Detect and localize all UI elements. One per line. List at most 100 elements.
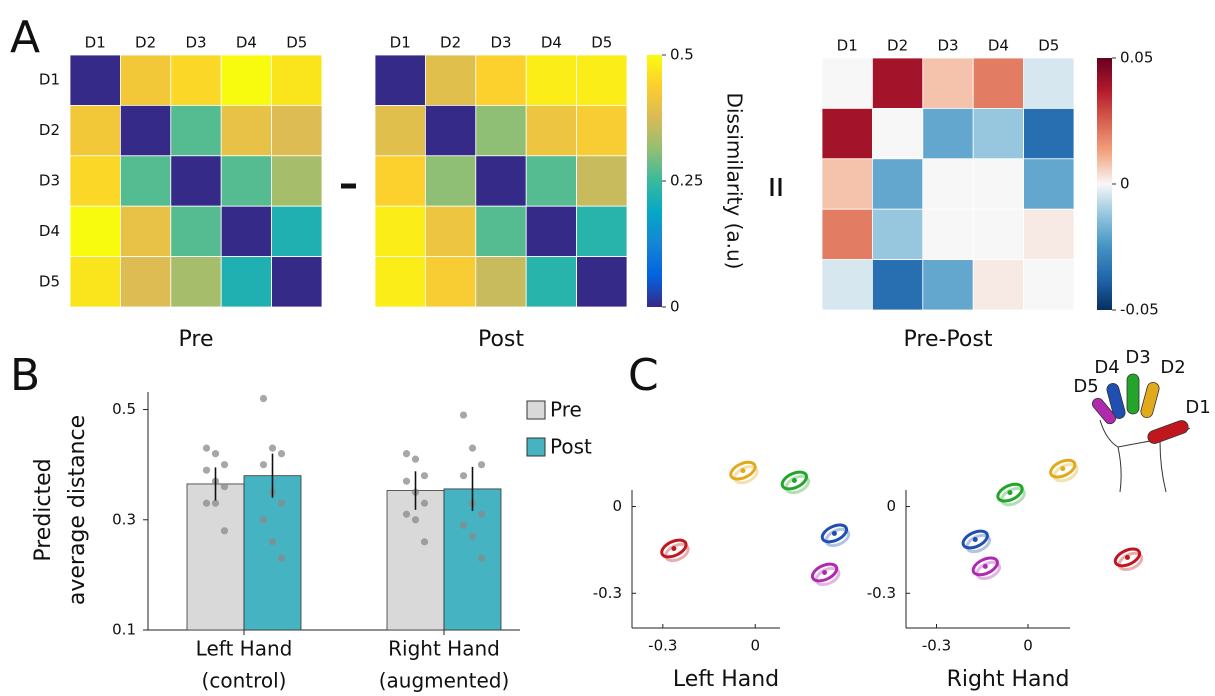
heatmap-cell	[973, 159, 1023, 209]
data-point	[412, 456, 419, 463]
y-tick-label: 0.5	[112, 400, 136, 418]
column-label: D3	[185, 34, 206, 52]
x-tick-label: Left Hand	[196, 637, 293, 661]
column-label: D5	[1038, 37, 1059, 55]
data-point	[221, 527, 228, 534]
heatmap-cell	[1024, 209, 1074, 259]
data-point	[203, 467, 210, 474]
x-tick-label: -0.3	[648, 637, 677, 655]
data-point	[403, 511, 410, 518]
heatmap-title: Post	[478, 327, 524, 352]
data-point	[421, 500, 428, 507]
data-point	[421, 472, 428, 479]
data-point	[469, 445, 476, 452]
heatmap-cell	[872, 159, 922, 209]
point	[1125, 555, 1130, 560]
y-axis-label: Predicted	[31, 458, 56, 561]
data-point	[260, 461, 267, 468]
data-point	[403, 478, 410, 485]
digit-label: D5	[1073, 376, 1098, 397]
legend-label: Post	[550, 435, 592, 459]
colorbar-label: Dissimilarity (a.u)	[723, 93, 747, 270]
heatmap-cell	[120, 105, 170, 155]
heatmap-cell	[923, 209, 973, 259]
colorbar-tick-label: 0.25	[670, 172, 703, 190]
heatmap-cell	[822, 260, 872, 310]
heatmap-cell	[822, 159, 872, 209]
point	[671, 546, 676, 551]
column-label: D3	[937, 37, 958, 55]
column-label: D3	[490, 34, 511, 52]
digit-label: D3	[1125, 347, 1150, 368]
x-axis-label: Right Hand	[947, 667, 1070, 692]
y-axis-label: average distance	[65, 415, 90, 605]
panel-label: A	[10, 12, 40, 63]
column-label: D2	[440, 34, 461, 52]
category-note: (control)	[202, 669, 287, 693]
data-point	[203, 445, 210, 452]
x-tick-label: 0	[750, 637, 760, 655]
heatmap-cell	[221, 156, 271, 206]
colorbar-tick-label: 0.5	[670, 46, 694, 64]
data-point	[403, 450, 410, 457]
colorbar	[1097, 58, 1112, 310]
row-label: D2	[39, 121, 60, 139]
heatmap-cell	[375, 257, 425, 307]
point	[740, 468, 745, 473]
heatmap-cell	[923, 108, 973, 158]
heatmap-cell	[476, 257, 526, 307]
y-tick-label: 0.3	[112, 510, 136, 528]
heatmap-cell	[872, 260, 922, 310]
row-label: D5	[39, 272, 60, 290]
y-tick-label: 0	[886, 497, 896, 515]
heatmap-cell	[70, 156, 120, 206]
data-point	[269, 445, 276, 452]
digit-label: D2	[1160, 357, 1185, 378]
heatmap-cell	[272, 156, 322, 206]
legend-swatch	[527, 438, 545, 456]
heatmap-cell	[923, 260, 973, 310]
data-point	[412, 516, 419, 523]
heatmap-cell	[822, 108, 872, 158]
colorbar-tick-label: -0.05	[1120, 301, 1159, 319]
x-tick-label: -0.3	[922, 637, 951, 655]
point	[1008, 490, 1013, 495]
heatmap-cell	[375, 206, 425, 256]
data-point	[478, 511, 485, 518]
heatmap-cell	[70, 55, 120, 105]
heatmap-cell	[476, 105, 526, 155]
data-point	[460, 472, 467, 479]
heatmap-cell	[872, 58, 922, 108]
heatmap-cell	[375, 105, 425, 155]
heatmap-cell	[526, 156, 576, 206]
heatmap-cell	[923, 159, 973, 209]
heatmap-cell	[70, 105, 120, 155]
heatmap-cell	[822, 58, 872, 108]
heatmap-cell	[221, 206, 271, 256]
heatmap-cell	[272, 55, 322, 105]
data-point	[278, 500, 285, 507]
heatmap-cell	[476, 156, 526, 206]
y-tick-label: -0.3	[867, 584, 896, 602]
heatmap-cell	[973, 108, 1023, 158]
heatmap-cell	[171, 257, 221, 307]
column-label: D1	[390, 34, 411, 52]
column-label: D1	[837, 37, 858, 55]
heatmap-cell	[120, 206, 170, 256]
heatmap-cell	[973, 209, 1023, 259]
heatmap-cell	[120, 55, 170, 105]
heatmap-cell	[577, 206, 627, 256]
heatmap-cell	[476, 206, 526, 256]
finger	[1146, 419, 1190, 446]
point	[983, 564, 988, 569]
heatmap-cell	[70, 257, 120, 307]
colorbar	[647, 55, 662, 307]
data-point	[212, 450, 219, 457]
row-label: D4	[39, 222, 60, 240]
heatmap-cell	[171, 156, 221, 206]
colorbar-tick-label: 0.05	[1120, 49, 1153, 67]
column-label: D5	[591, 34, 612, 52]
data-point	[278, 450, 285, 457]
heatmap-cell	[526, 105, 576, 155]
data-point	[269, 538, 276, 545]
